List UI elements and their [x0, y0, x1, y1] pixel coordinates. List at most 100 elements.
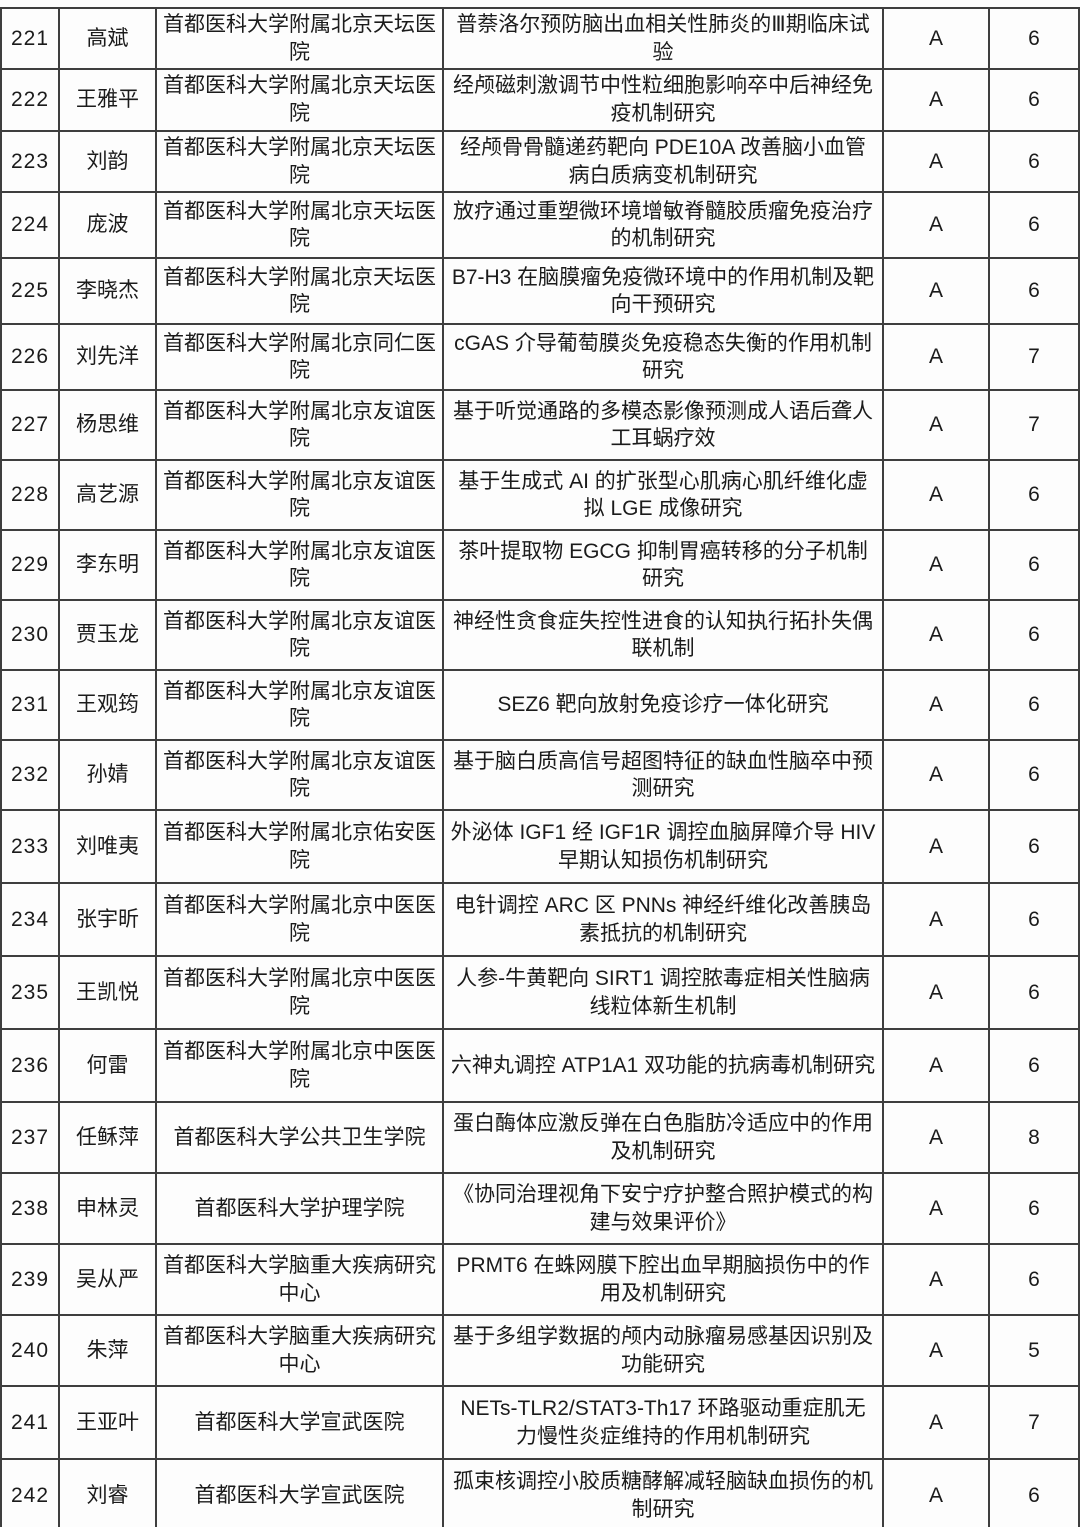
row-number-cell: 228 — [0, 459, 60, 532]
project-title-cell: B7-H3 在脑膜瘤免疫微环境中的作用机制及靶向干预研究 — [442, 257, 884, 326]
applicant-name-cell: 李东明 — [58, 529, 157, 602]
institution-cell: 首都医科大学脑重大疾病研究中心 — [155, 1314, 444, 1388]
applicant-name-cell: 王亚叶 — [58, 1385, 157, 1461]
amount-cell: 6 — [988, 1243, 1080, 1317]
row-number-cell: 227 — [0, 389, 60, 462]
row-number-cell: 242 — [0, 1458, 60, 1527]
applicant-name-cell: 王雅平 — [58, 68, 157, 132]
institution-cell: 首都医科大学附属北京友谊医院 — [155, 389, 444, 462]
applicant-name-cell: 任稣萍 — [58, 1101, 157, 1175]
project-title-cell: 蛋白酶体应激反弹在白色脂肪冷适应中的作用及机制研究 — [442, 1101, 884, 1175]
applicant-name-cell: 李晓杰 — [58, 257, 157, 326]
applicant-name-cell: 贾玉龙 — [58, 599, 157, 672]
institution-cell: 首都医科大学脑重大疾病研究中心 — [155, 1243, 444, 1317]
row-number-cell: 235 — [0, 955, 60, 1031]
amount-cell: 6 — [988, 68, 1080, 132]
grade-cell: A — [882, 68, 990, 132]
amount-cell: 5 — [988, 1314, 1080, 1388]
table-row: 238 申林灵 首都医科大学护理学院 《协同治理视角下安宁疗护整合照护模式的构建与效果… — [0, 1172, 1080, 1246]
table-row: 239 吴从严 首都医科大学脑重大疾病研究中心 PRMT6 在蛛网膜下腔出血早期脑损伤… — [0, 1243, 1080, 1317]
grade-cell: A — [882, 809, 990, 885]
table-row: 226 刘先洋 首都医科大学附属北京同仁医院 cGAS 介导葡萄膜炎免疫稳态失衡的作用… — [0, 323, 1080, 392]
applicant-name-cell: 杨思维 — [58, 389, 157, 462]
table-row: 225 李晓杰 首都医科大学附属北京天坛医院 B7-H3 在脑膜瘤免疫微环境中的作用机… — [0, 257, 1080, 326]
institution-cell: 首都医科大学附属北京同仁医院 — [155, 323, 444, 392]
amount-cell: 6 — [988, 1458, 1080, 1527]
project-title-cell: 神经性贪食症失控性进食的认知执行拓扑失偶联机制 — [442, 599, 884, 672]
amount-cell: 6 — [988, 739, 1080, 812]
row-number-cell: 221 — [0, 6, 60, 71]
applicant-name-cell: 孙婧 — [58, 739, 157, 812]
project-title-cell: 基于脑白质高信号超图特征的缺血性脑卒中预测研究 — [442, 739, 884, 812]
amount-cell: 8 — [988, 1101, 1080, 1175]
grade-cell: A — [882, 599, 990, 672]
amount-cell: 6 — [988, 1028, 1080, 1104]
table-row: 224 庞波 首都医科大学附属北京天坛医院 放疗通过重塑微环境增敏脊髓胶质瘤免疫治疗的… — [0, 191, 1080, 260]
table-row: 237 任稣萍 首都医科大学公共卫生学院 蛋白酶体应激反弹在白色脂肪冷适应中的作用及机… — [0, 1101, 1080, 1175]
row-number-cell: 226 — [0, 323, 60, 392]
row-number-cell: 233 — [0, 809, 60, 885]
table-row: 230 贾玉龙 首都医科大学附属北京友谊医院 神经性贪食症失控性进食的认知执行拓扑失偶… — [0, 599, 1080, 672]
applicant-name-cell: 何雷 — [58, 1028, 157, 1104]
project-title-cell: SEZ6 靶向放射免疫诊疗一体化研究 — [442, 669, 884, 742]
project-title-cell: 基于多组学数据的颅内动脉瘤易感基因识别及功能研究 — [442, 1314, 884, 1388]
table-row: 240 朱萍 首都医科大学脑重大疾病研究中心 基于多组学数据的颅内动脉瘤易感基因识别及… — [0, 1314, 1080, 1388]
applicant-name-cell: 高艺源 — [58, 459, 157, 532]
row-number-cell: 240 — [0, 1314, 60, 1388]
grade-cell: A — [882, 1101, 990, 1175]
amount-cell: 6 — [988, 6, 1080, 71]
applicant-name-cell: 王凯悦 — [58, 955, 157, 1031]
applicant-name-cell: 刘唯夷 — [58, 809, 157, 885]
project-title-cell: 人参-牛黄靶向 SIRT1 调控脓毒症相关性脑病线粒体新生机制 — [442, 955, 884, 1031]
applicant-name-cell: 王观筠 — [58, 669, 157, 742]
grade-cell: A — [882, 389, 990, 462]
project-title-cell: NETs-TLR2/STAT3-Th17 环路驱动重症肌无力慢性炎症维持的作用机… — [442, 1385, 884, 1461]
amount-cell: 6 — [988, 191, 1080, 260]
project-title-cell: 放疗通过重塑微环境增敏脊髓胶质瘤免疫治疗的机制研究 — [442, 191, 884, 260]
table-row: 242 刘睿 首都医科大学宣武医院 孤束核调控小胶质糖酵解减轻脑缺血损伤的机制研究 A 6 — [0, 1458, 1080, 1527]
row-number-cell: 232 — [0, 739, 60, 812]
applicant-name-cell: 申林灵 — [58, 1172, 157, 1246]
amount-cell: 7 — [988, 389, 1080, 462]
institution-cell: 首都医科大学附属北京佑安医院 — [155, 809, 444, 885]
institution-cell: 首都医科大学宣武医院 — [155, 1458, 444, 1527]
project-title-cell: 茶叶提取物 EGCG 抑制胃癌转移的分子机制研究 — [442, 529, 884, 602]
grade-cell: A — [882, 1458, 990, 1527]
institution-cell: 首都医科大学附属北京天坛医院 — [155, 129, 444, 194]
grade-cell: A — [882, 1028, 990, 1104]
institution-cell: 首都医科大学附属北京友谊医院 — [155, 529, 444, 602]
row-number-cell: 237 — [0, 1101, 60, 1175]
project-title-cell: 孤束核调控小胶质糖酵解减轻脑缺血损伤的机制研究 — [442, 1458, 884, 1527]
grade-cell: A — [882, 529, 990, 602]
amount-cell: 6 — [988, 669, 1080, 742]
table-row: 223 刘韵 首都医科大学附属北京天坛医院 经颅骨骨髓递药靶向 PDE10A 改善脑小… — [0, 129, 1080, 194]
grade-cell: A — [882, 459, 990, 532]
grade-cell: A — [882, 739, 990, 812]
grade-cell: A — [882, 257, 990, 326]
amount-cell: 6 — [988, 882, 1080, 958]
project-title-cell: 《协同治理视角下安宁疗护整合照护模式的构建与效果评价》 — [442, 1172, 884, 1246]
project-title-cell: 经颅磁刺激调节中性粒细胞影响卒中后神经免疫机制研究 — [442, 68, 884, 132]
institution-cell: 首都医科大学附属北京中医医院 — [155, 955, 444, 1031]
institution-cell: 首都医科大学附属北京友谊医院 — [155, 459, 444, 532]
table-row: 235 王凯悦 首都医科大学附属北京中医医院 人参-牛黄靶向 SIRT1 调控脓毒症相… — [0, 955, 1080, 1031]
institution-cell: 首都医科大学附属北京友谊医院 — [155, 669, 444, 742]
row-number-cell: 225 — [0, 257, 60, 326]
row-number-cell: 229 — [0, 529, 60, 602]
applicant-name-cell: 吴从严 — [58, 1243, 157, 1317]
amount-cell: 6 — [988, 129, 1080, 194]
project-title-cell: 基于生成式 AI 的扩张型心肌病心肌纤维化虚拟 LGE 成像研究 — [442, 459, 884, 532]
table-row: 222 王雅平 首都医科大学附属北京天坛医院 经颅磁刺激调节中性粒细胞影响卒中后神经免… — [0, 68, 1080, 132]
institution-cell: 首都医科大学附属北京天坛医院 — [155, 191, 444, 260]
grade-cell: A — [882, 129, 990, 194]
amount-cell: 6 — [988, 257, 1080, 326]
project-title-cell: 基于听觉通路的多模态影像预测成人语后聋人工耳蜗疗效 — [442, 389, 884, 462]
grade-cell: A — [882, 191, 990, 260]
row-number-cell: 238 — [0, 1172, 60, 1246]
applicant-name-cell: 刘韵 — [58, 129, 157, 194]
institution-cell: 首都医科大学护理学院 — [155, 1172, 444, 1246]
institution-cell: 首都医科大学附属北京天坛医院 — [155, 6, 444, 71]
amount-cell: 6 — [988, 459, 1080, 532]
row-number-cell: 236 — [0, 1028, 60, 1104]
